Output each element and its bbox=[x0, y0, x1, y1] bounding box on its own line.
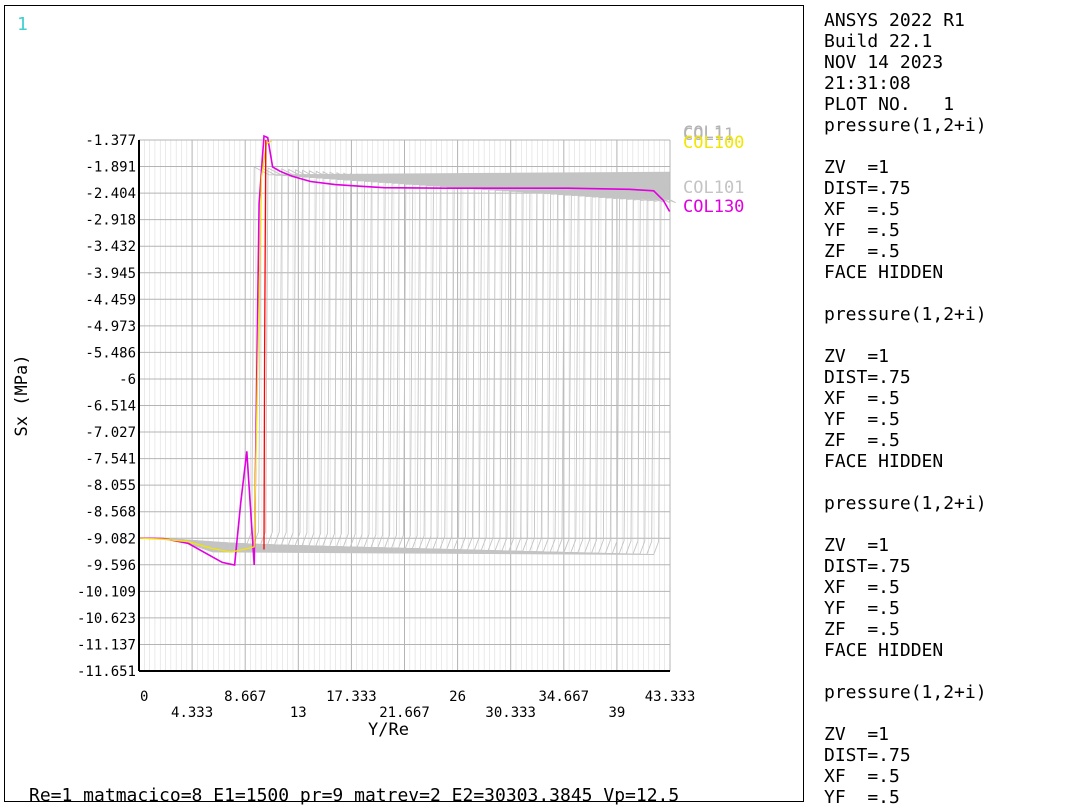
graphics-window: 1 -1.377 -1.891 -2.404 -2.918 -3.432 -3.945 -4… bbox=[4, 5, 804, 806]
info-line: ZF =.5 bbox=[824, 619, 900, 640]
legend-label: COL101 bbox=[683, 178, 744, 198]
y-tick-label: -11.651 bbox=[77, 664, 136, 680]
background-curve bbox=[138, 194, 676, 555]
info-line: ZV =1 bbox=[824, 157, 890, 178]
series-line-col101 bbox=[263, 139, 267, 550]
info-line: ZF =.5 bbox=[824, 241, 900, 262]
info-panel: ANSYS 2022 R1 Build 22.1 NOV 14 2023 21:31:… bbox=[824, 10, 1074, 808]
info-line: ZF =.5 bbox=[824, 430, 900, 451]
info-line: FACE HIDDEN bbox=[824, 262, 944, 283]
x-tick-label: 0 bbox=[140, 689, 148, 705]
info-line: DIST=.75 bbox=[824, 556, 911, 577]
y-tick-label: -7.027 bbox=[85, 425, 136, 441]
x-tick-label: 21.667 bbox=[379, 705, 430, 721]
info-line: XF =.5 bbox=[824, 388, 900, 409]
series-line-col130 bbox=[138, 134, 671, 566]
y-tick-label: -6 bbox=[119, 372, 136, 388]
y-tick-label: -5.486 bbox=[85, 345, 136, 361]
y-tick-label: -1.891 bbox=[85, 160, 136, 176]
y-tick-label: -7.541 bbox=[85, 452, 136, 468]
info-line bbox=[824, 325, 1074, 346]
y-tick-label: -3.432 bbox=[85, 239, 136, 255]
info-line: pressure(1,2+i) bbox=[824, 682, 987, 703]
x-tick-label: 13 bbox=[290, 705, 307, 721]
info-line: XF =.5 bbox=[824, 766, 900, 787]
x-tick-label: 8.667 bbox=[224, 689, 266, 705]
info-line: NOV 14 2023 bbox=[824, 52, 944, 73]
y-tick-label: -4.459 bbox=[85, 292, 136, 308]
legend-label: COL130 bbox=[683, 197, 744, 217]
info-line bbox=[824, 472, 1074, 493]
x-tick-label: 34.667 bbox=[539, 689, 590, 705]
info-line bbox=[824, 136, 1074, 157]
y-axis-title: Sx (MPa) bbox=[12, 355, 32, 437]
info-line: 21:31:08 bbox=[824, 73, 911, 94]
y-tick-label: -8.055 bbox=[85, 478, 136, 494]
info-line: DIST=.75 bbox=[824, 178, 911, 199]
info-line: FACE HIDDEN bbox=[824, 451, 944, 472]
y-tick-label: -2.404 bbox=[85, 186, 136, 202]
y-tick-label: -3.945 bbox=[85, 266, 136, 282]
legend-label: COL100 bbox=[683, 133, 744, 153]
legend-label: COL11 bbox=[683, 125, 734, 145]
pressure-plot: -1.377 -1.891 -2.404 -2.918 -3.432 -3.945 -4.4… bbox=[12, 123, 744, 740]
info-line: YF =.5 bbox=[824, 409, 900, 430]
info-line: PLOT NO. 1 bbox=[824, 94, 955, 115]
y-tick-label: -4.973 bbox=[85, 319, 136, 335]
y-tick-label: -6.514 bbox=[85, 399, 136, 415]
info-line: Build 22.1 bbox=[824, 31, 933, 52]
series-line-col100 bbox=[138, 140, 272, 553]
info-line bbox=[824, 661, 1074, 682]
y-tick-label: -10.109 bbox=[77, 584, 136, 600]
y-tick-label: -8.568 bbox=[85, 505, 136, 521]
info-line: ZV =1 bbox=[824, 724, 890, 745]
info-line: DIST=.75 bbox=[824, 367, 911, 388]
info-line: pressure(1,2+i) bbox=[824, 493, 987, 514]
window-number: 1 bbox=[17, 14, 28, 35]
y-tick-label: -10.623 bbox=[77, 611, 136, 627]
legend-label: COL1 bbox=[683, 123, 724, 143]
info-line: DIST=.75 bbox=[824, 745, 911, 766]
info-line: XF =.5 bbox=[824, 199, 900, 220]
info-line: YF =.5 bbox=[824, 220, 900, 241]
y-tick-label: -1.377 bbox=[85, 133, 136, 149]
info-line bbox=[824, 514, 1074, 535]
info-line: ZV =1 bbox=[824, 535, 890, 556]
info-line: FACE HIDDEN bbox=[824, 640, 944, 661]
y-tick-label: -9.082 bbox=[85, 531, 136, 547]
info-line: ANSYS 2022 R1 bbox=[824, 10, 965, 31]
y-tick-label: -11.137 bbox=[77, 637, 136, 653]
info-line: ZV =1 bbox=[824, 346, 890, 367]
x-axis-title: Y/Re bbox=[368, 720, 409, 740]
x-tick-label: 26 bbox=[449, 689, 466, 705]
footer-parameters: Re=1 matmacico=8 E1=1500 pr=9 matrev=2 E… bbox=[29, 785, 680, 806]
x-tick-label: 4.333 bbox=[171, 705, 213, 721]
x-tick-label: 17.333 bbox=[326, 689, 377, 705]
info-line: YF =.5 bbox=[824, 787, 900, 808]
x-tick-label: 39 bbox=[608, 705, 625, 721]
x-tick-label: 43.333 bbox=[645, 689, 696, 705]
info-line: XF =.5 bbox=[824, 577, 900, 598]
info-line: pressure(1,2+i) bbox=[824, 304, 987, 325]
info-line: YF =.5 bbox=[824, 598, 900, 619]
info-line bbox=[824, 283, 1074, 304]
y-tick-label: -9.596 bbox=[85, 558, 136, 574]
info-line bbox=[824, 703, 1074, 724]
info-line: pressure(1,2+i) bbox=[824, 115, 987, 136]
x-tick-label: 30.333 bbox=[485, 705, 536, 721]
y-tick-label: -2.918 bbox=[85, 213, 136, 229]
